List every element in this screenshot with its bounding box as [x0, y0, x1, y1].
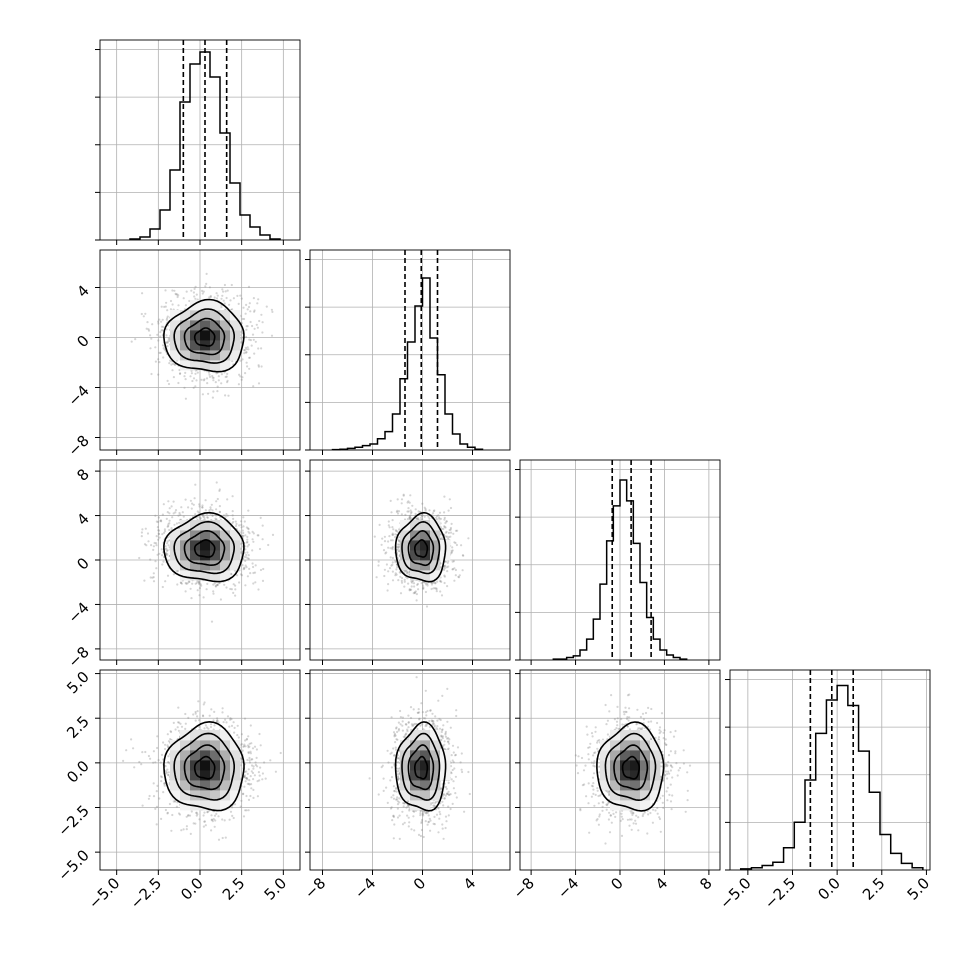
x-tick-label: 0: [410, 874, 429, 893]
x-tick-label: 0.0: [177, 874, 207, 904]
contour-line: [183, 317, 226, 356]
x-tick-label: −8: [301, 874, 329, 902]
panel-frame: [729, 669, 931, 871]
histogram-step: [739, 684, 924, 870]
y-tick-label: −8: [64, 432, 92, 460]
density-cells: [400, 520, 451, 581]
histogram-step: [552, 479, 688, 660]
y-tick-label: 5.0: [63, 668, 93, 698]
contour-line: [163, 298, 245, 373]
contour-line: [604, 732, 657, 802]
x-tick-label: −8: [510, 874, 538, 902]
x-tick-label: 4: [460, 874, 479, 893]
contour-line: [407, 744, 435, 791]
panel-grid: [730, 670, 930, 870]
contour-line: [401, 520, 441, 575]
contour-line: [183, 529, 226, 567]
y-tick-label: −2.5: [54, 802, 92, 840]
panel-frame: [309, 249, 511, 451]
contour-line: [394, 511, 447, 583]
density-panel: −8 −4 0 4: [301, 669, 511, 902]
y-tick-label: 0.0: [63, 757, 93, 787]
x-tick-label: −2.5: [761, 874, 799, 912]
y-tick-label: −4: [64, 382, 92, 410]
y-tick-label: 4: [73, 510, 92, 529]
histogram-panel: [515, 459, 721, 665]
panel-grid: [310, 250, 510, 450]
x-tick-label: −4: [351, 874, 379, 902]
density-panel: −5.0 −2.5 0.0 2.5 5.0−5.0−2.50.02.55.0: [54, 668, 301, 913]
histogram-panel: [95, 39, 301, 245]
contour-line: [173, 308, 235, 364]
contour-line: [183, 744, 226, 791]
histogram-step: [331, 277, 484, 451]
contour-line: [621, 755, 640, 780]
panel-grid: [100, 40, 300, 240]
contour-line: [173, 520, 235, 575]
y-tick-label: 2.5: [63, 712, 93, 742]
contour-line: [401, 732, 441, 801]
x-tick-label: −5.0: [85, 874, 123, 912]
x-tick-label: −5.0: [716, 874, 754, 912]
contour-line: [407, 529, 435, 567]
x-tick-label: 5.0: [904, 874, 934, 904]
x-tick-label: 8: [696, 874, 715, 893]
x-tick-label: 5.0: [261, 874, 291, 904]
panel-grid: [310, 460, 510, 660]
contour-line: [613, 744, 649, 791]
density-panel: −8 −4 0 4 8: [510, 669, 721, 902]
contour-line: [596, 721, 665, 812]
x-tick-label: 2.5: [219, 874, 249, 904]
x-tick-label: −4: [554, 874, 582, 902]
density-panel: −8 −4 0 4: [64, 249, 301, 460]
y-tick-label: −4: [64, 599, 92, 627]
density-cells: [600, 730, 661, 811]
x-tick-label: 2.5: [859, 874, 889, 904]
y-tick-label: −8: [64, 643, 92, 671]
contour-line: [394, 721, 447, 812]
contour-line: [414, 538, 429, 558]
density-panel: −8 −4 0 4 8: [64, 459, 301, 671]
y-tick-label: 0: [73, 554, 92, 573]
panel-grid: [100, 250, 300, 450]
contour-line: [193, 327, 216, 347]
contour-line: [173, 732, 235, 801]
contour-line: [414, 755, 429, 780]
x-tick-label: −2.5: [127, 874, 165, 912]
y-tick-label: −5.0: [54, 846, 92, 884]
density-panel: [305, 459, 511, 665]
x-tick-label: 0: [607, 874, 626, 893]
contour-line: [193, 755, 216, 780]
contour-line: [193, 538, 216, 558]
x-tick-label: 0.0: [814, 874, 844, 904]
y-tick-label: 8: [73, 465, 92, 484]
contour-line: [163, 720, 245, 812]
x-tick-label: 4: [652, 874, 671, 893]
contour-line: [163, 511, 245, 583]
histogram-panel: [305, 249, 511, 455]
density-cells: [170, 300, 241, 371]
y-tick-label: 0: [73, 332, 92, 351]
panel-frame: [309, 669, 511, 871]
y-tick-label: 4: [73, 282, 92, 301]
histogram-panel: −5.0 −2.5 0.0 2.5 5.0: [716, 669, 934, 913]
